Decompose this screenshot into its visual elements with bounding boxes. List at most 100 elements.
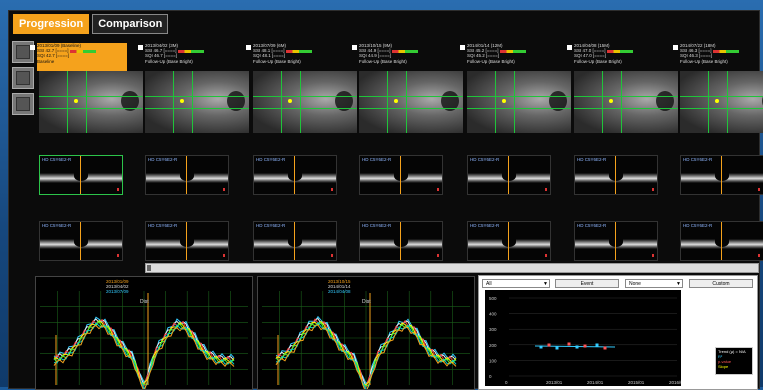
foveal-pit [394, 171, 408, 181]
legend-item: 2013/10/15 [328, 279, 351, 284]
custom-button[interactable]: Custom [689, 279, 753, 288]
fundus-image[interactable] [467, 71, 571, 133]
bscan-vertical[interactable]: HD C5Y6E2-R [467, 221, 551, 261]
bscan-vertical[interactable]: HD C5Y6E2-R [39, 221, 123, 261]
fundus-image[interactable] [574, 71, 678, 133]
visit-checkbox[interactable] [246, 45, 251, 50]
visit-date: 2014/01/14 (12M) [467, 43, 503, 48]
bscan-horizontal[interactable]: HD C5Y6E2-R [574, 155, 658, 195]
bscan-cursor[interactable] [721, 156, 722, 194]
trend-point[interactable] [603, 346, 607, 350]
plot-label: Dist [362, 299, 371, 305]
bscan-cursor[interactable] [615, 156, 616, 194]
eye-icon [16, 45, 30, 59]
foveal-pit [502, 237, 516, 247]
trend-point[interactable] [583, 344, 587, 348]
thickness-profile-plot-left: Dist 2013/01/09 2013/04/02 2013/07/09 [35, 276, 253, 390]
bscan-cursor[interactable] [80, 222, 81, 260]
tool-map-view-button[interactable] [12, 93, 34, 115]
visit-header[interactable]: 2013/01/09 (Baseline) SSI 42.7 [====] SQI… [30, 43, 127, 71]
bscan-vertical[interactable]: HD C5Y6E2-R [574, 221, 658, 261]
trend-y-tick: 200 [489, 343, 497, 348]
foveal-pit [715, 237, 729, 247]
visit-checkbox[interactable] [673, 45, 678, 50]
bscan-marker [223, 188, 225, 191]
trend-point[interactable] [547, 343, 551, 347]
foveal-pit [502, 171, 516, 181]
trend-legend-line: p-value [718, 359, 732, 364]
visit-header[interactable]: 2014/07/22 (18M) SSI 46.3 [====] SQI 46.3… [673, 43, 763, 71]
bscan-cursor[interactable] [186, 222, 187, 260]
fundus-image[interactable] [680, 71, 763, 133]
visit-checkbox[interactable] [138, 45, 143, 50]
bscan-vertical[interactable]: HD C5Y6E2-R [145, 221, 229, 261]
visit-header[interactable]: 2013/10/15 (9M) SSI 44.9 [====] SQI 44.9 … [352, 43, 449, 71]
bscan-marker [652, 254, 654, 257]
tab-progression[interactable]: Progression [13, 14, 90, 34]
bscan-vertical[interactable]: HD C5Y6E2-R [253, 221, 337, 261]
fundus-image[interactable] [145, 71, 249, 133]
fundus-image[interactable] [359, 71, 463, 133]
bscan-marker [437, 254, 439, 257]
filter-dropdown-value: All [486, 281, 492, 287]
scroll-left-arrow[interactable] [147, 265, 151, 271]
bscan-label: HD C5Y6E2-R [362, 223, 392, 228]
bscan-horizontal[interactable]: HD C5Y6E2-R [39, 155, 123, 195]
overlay-dropdown[interactable]: None ▼ [625, 279, 683, 288]
visit-checkbox[interactable] [567, 45, 572, 50]
event-button[interactable]: Event [555, 279, 619, 288]
fundus-image[interactable] [39, 71, 143, 133]
visit-date: 2013/07/09 (6M) [253, 43, 287, 48]
trend-point[interactable] [539, 345, 543, 349]
bscan-marker [545, 188, 547, 191]
trend-point[interactable] [567, 342, 571, 346]
visit-header[interactable]: 2014/01/14 (12M) SSI 45.2 [====] SQI 45.2… [460, 43, 557, 71]
bscan-cursor[interactable] [508, 222, 509, 260]
bscan-cursor[interactable] [721, 222, 722, 260]
quality-bar [285, 49, 312, 53]
trend-point[interactable] [575, 345, 579, 349]
bscan-cursor[interactable] [186, 156, 187, 194]
visit-header[interactable]: 2013/07/09 (6M) SSI 48.1 [====] SQI 48.1 … [246, 43, 343, 71]
fundus-image[interactable] [253, 71, 357, 133]
bscan-horizontal[interactable]: HD C5Y6E2-R [359, 155, 443, 195]
bscan-cursor[interactable] [400, 222, 401, 260]
bscan-cursor[interactable] [294, 222, 295, 260]
legend-item: 2014/04/08 [328, 289, 351, 294]
bscan-horizontal[interactable]: HD C5Y6E2-R [145, 155, 229, 195]
bscan-horizontal[interactable]: HD C5Y6E2-R [467, 155, 551, 195]
profile-series-line [275, 315, 457, 385]
bscan-horizontal[interactable]: HD C5Y6E2-R [253, 155, 337, 195]
fovea-marker [180, 99, 184, 103]
bscan-cursor[interactable] [400, 156, 401, 194]
trend-point[interactable] [555, 346, 559, 350]
bscan-vertical[interactable]: HD C5Y6E2-R [359, 221, 443, 261]
bscan-cursor[interactable] [80, 156, 81, 194]
horizontal-scrollbar[interactable] [145, 263, 759, 273]
trend-point[interactable] [595, 343, 599, 347]
filter-dropdown[interactable]: All ▼ [482, 279, 550, 288]
tool-fundus-view-button[interactable] [12, 41, 34, 63]
bscan-cursor[interactable] [508, 156, 509, 194]
bscan-vertical[interactable]: HD C5Y6E2-R [680, 221, 763, 261]
bscan-marker [545, 254, 547, 257]
trend-legend-line: Slope [718, 364, 729, 369]
scan-line-vertical [495, 71, 515, 133]
foveal-pit [609, 171, 623, 181]
visit-header[interactable]: 2014/04/08 (15M) SSI 47.0 [====] SQI 47.0… [567, 43, 664, 71]
visit-header[interactable]: 2013/04/02 (3M) SSI 46.7 [====] SQI 46.7 … [138, 43, 235, 71]
bscan-cursor[interactable] [294, 156, 295, 194]
tab-comparison[interactable]: Comparison [92, 14, 169, 34]
visit-checkbox[interactable] [30, 45, 35, 50]
visit-checkbox[interactable] [352, 45, 357, 50]
sqi-text: SQI 46.3 [====] [680, 53, 713, 59]
bscan-horizontal[interactable]: HD C5Y6E2-R [680, 155, 763, 195]
scan-line-vertical [602, 71, 622, 133]
bscan-marker [117, 188, 119, 191]
quality-bar [69, 49, 96, 53]
visit-checkbox[interactable] [460, 45, 465, 50]
bscan-label: HD C5Y6E2-R [470, 157, 500, 162]
legend-item: 2013/04/02 [106, 284, 129, 289]
bscan-cursor[interactable] [615, 222, 616, 260]
tool-bscan-view-button[interactable] [12, 67, 34, 89]
